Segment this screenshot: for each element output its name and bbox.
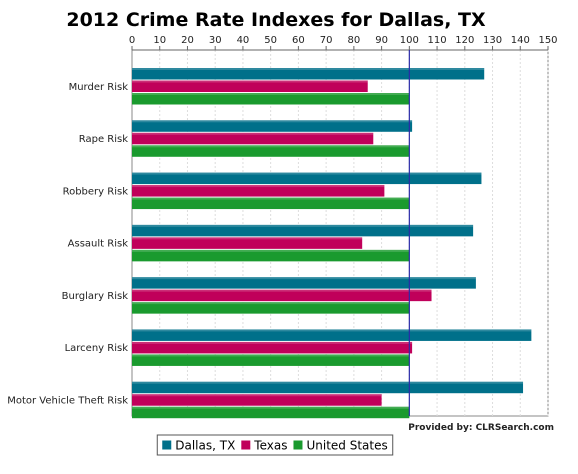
x-tick-label: 100 bbox=[400, 35, 419, 46]
bar-highlight bbox=[132, 341, 413, 344]
bar-highlight bbox=[132, 277, 476, 280]
bar-highlight bbox=[132, 145, 410, 148]
legend-swatch bbox=[162, 440, 172, 450]
bar-highlight bbox=[132, 120, 413, 123]
legend: Dallas, TX Texas United States bbox=[156, 434, 394, 456]
bar-dallas-tx bbox=[132, 381, 524, 394]
bar-highlight bbox=[132, 249, 410, 252]
x-tick-label: 80 bbox=[347, 35, 360, 46]
bar-highlight bbox=[132, 224, 474, 227]
x-tick-label: 90 bbox=[375, 35, 388, 46]
x-tick-label: 20 bbox=[181, 35, 194, 46]
x-tick-label: 60 bbox=[292, 35, 305, 46]
bar-united-states bbox=[132, 145, 410, 157]
bar-united-states bbox=[132, 249, 410, 262]
legend-label: Dallas, TX bbox=[175, 439, 235, 453]
bar-texas bbox=[132, 394, 382, 406]
x-tick-label: 10 bbox=[153, 35, 166, 46]
bar-texas bbox=[132, 80, 368, 92]
x-tick-label: 50 bbox=[264, 35, 277, 46]
bar-dallas-tx bbox=[132, 120, 413, 132]
x-tick-label: 130 bbox=[483, 35, 502, 46]
bar-dallas-tx bbox=[132, 224, 474, 237]
x-tick-label: 0 bbox=[129, 35, 135, 46]
credit-text: Provided by: CLRSearch.com bbox=[408, 423, 554, 433]
x-tick-label: 70 bbox=[320, 35, 333, 46]
legend-label: Texas bbox=[253, 439, 287, 453]
bar-united-states bbox=[132, 93, 410, 105]
bar-texas bbox=[132, 132, 374, 145]
category-label: Rape Risk bbox=[79, 134, 128, 145]
bar-united-states bbox=[132, 354, 410, 366]
bar-united-states bbox=[132, 406, 410, 419]
legend-label: United States bbox=[306, 439, 387, 453]
bar-texas bbox=[132, 341, 413, 354]
bar-highlight bbox=[132, 93, 410, 95]
bar-highlight bbox=[132, 68, 485, 70]
category-labels: Murder Risk Rape Risk Robbery Risk Assault … bbox=[7, 82, 128, 407]
legend-swatch bbox=[241, 440, 251, 450]
bar-texas bbox=[132, 185, 385, 197]
bar-texas bbox=[132, 289, 432, 302]
bar-highlight bbox=[132, 197, 410, 200]
x-tick-label: 150 bbox=[538, 35, 557, 46]
bar-highlight bbox=[132, 172, 482, 175]
bar-highlight bbox=[132, 185, 385, 188]
bar-highlight bbox=[132, 289, 432, 292]
bar-dallas-tx bbox=[132, 172, 482, 185]
category-label: Larceny Risk bbox=[65, 343, 129, 354]
x-axis-ticks: 0 10 20 30 40 50 60 70 80 90 100 110 120 130 140 150 bbox=[129, 35, 558, 51]
category-label: Robbery Risk bbox=[63, 186, 129, 197]
x-tick-label: 40 bbox=[237, 35, 250, 46]
bar-highlight bbox=[132, 406, 410, 409]
category-label: Burglary Risk bbox=[62, 291, 129, 302]
x-tick-label: 110 bbox=[428, 35, 447, 46]
legend-box bbox=[156, 434, 394, 456]
bar-united-states bbox=[132, 197, 410, 210]
bar-highlight bbox=[132, 132, 374, 135]
bar-highlight bbox=[132, 237, 363, 240]
bar-highlight bbox=[132, 394, 382, 397]
x-tick-label: 120 bbox=[455, 35, 474, 46]
bar-united-states bbox=[132, 302, 410, 314]
bar-highlight bbox=[132, 381, 524, 384]
legend-swatch bbox=[293, 440, 303, 450]
x-tick-label: 140 bbox=[511, 35, 530, 46]
category-label: Assault Risk bbox=[68, 239, 129, 250]
bar-highlight bbox=[132, 80, 368, 83]
bar-dallas-tx bbox=[132, 68, 485, 80]
bar-texas bbox=[132, 237, 363, 249]
bar-highlight bbox=[132, 302, 410, 305]
x-tick-label: 30 bbox=[209, 35, 222, 46]
chart-title: 2012 Crime Rate Indexes for Dallas, TX bbox=[66, 9, 486, 31]
bar-dallas-tx bbox=[132, 277, 476, 289]
category-label: Motor Vehicle Theft Risk bbox=[7, 395, 128, 406]
bar-highlight bbox=[132, 354, 410, 357]
bar-dallas-tx bbox=[132, 329, 532, 341]
plot-area: 0 10 20 30 40 50 60 70 80 90 100 110 120 130 140 150 Mu… bbox=[7, 35, 558, 419]
category-label: Murder Risk bbox=[69, 82, 129, 93]
bar-highlight bbox=[132, 329, 532, 332]
bars bbox=[132, 68, 532, 419]
